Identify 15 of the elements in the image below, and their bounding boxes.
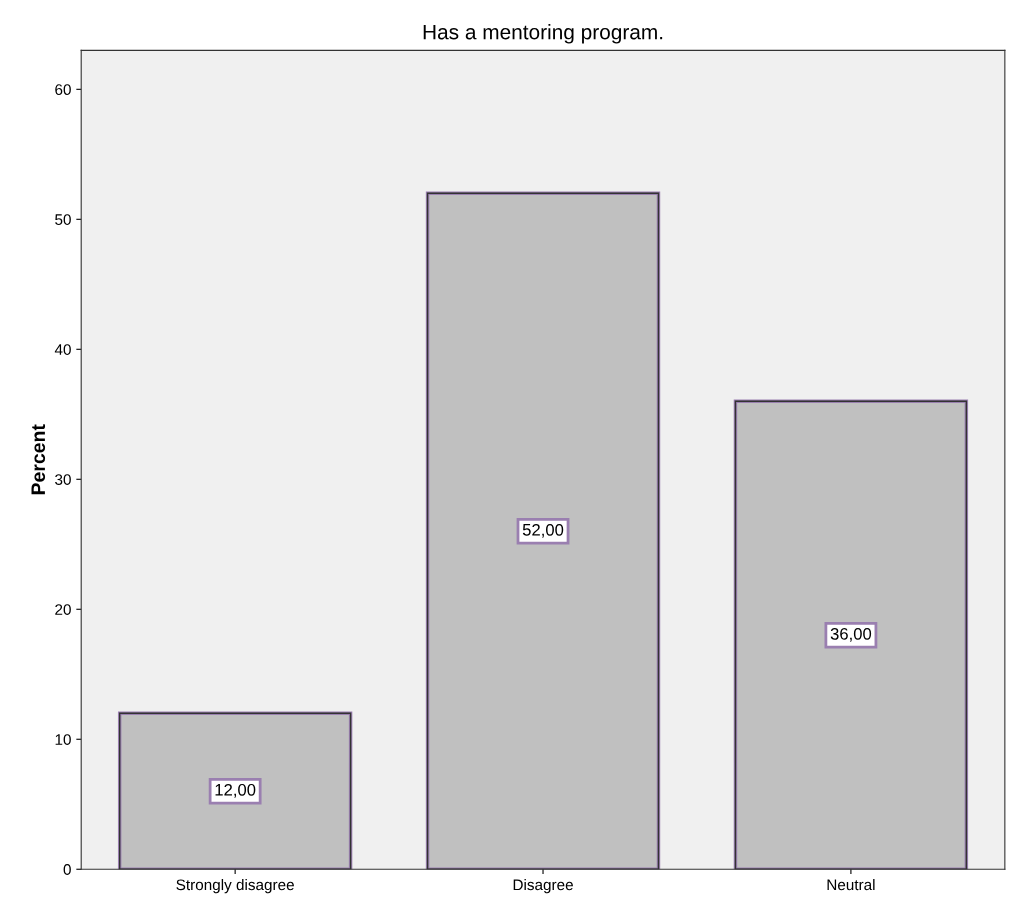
y-tick-label: 20 — [55, 604, 71, 615]
x-tick-label: Strongly disagree — [176, 878, 294, 894]
y-tick-label: 0 — [63, 864, 71, 875]
x-tick-label: Disagree — [513, 878, 573, 894]
y-axis-title: Percent — [31, 424, 46, 495]
chart-title: Has a mentoring program. — [423, 24, 663, 44]
data-label: 12,00 — [215, 783, 256, 798]
y-tick-label: 10 — [55, 734, 71, 745]
y-tick-label: 30 — [55, 474, 71, 485]
data-label: 52,00 — [522, 523, 564, 538]
x-tick-label: Neutral — [827, 878, 875, 891]
data-label: 36,00 — [830, 627, 872, 642]
y-tick-label: 60 — [55, 84, 71, 96]
y-tick-label: 50 — [55, 214, 71, 225]
y-tick-label: 40 — [54, 344, 71, 355]
